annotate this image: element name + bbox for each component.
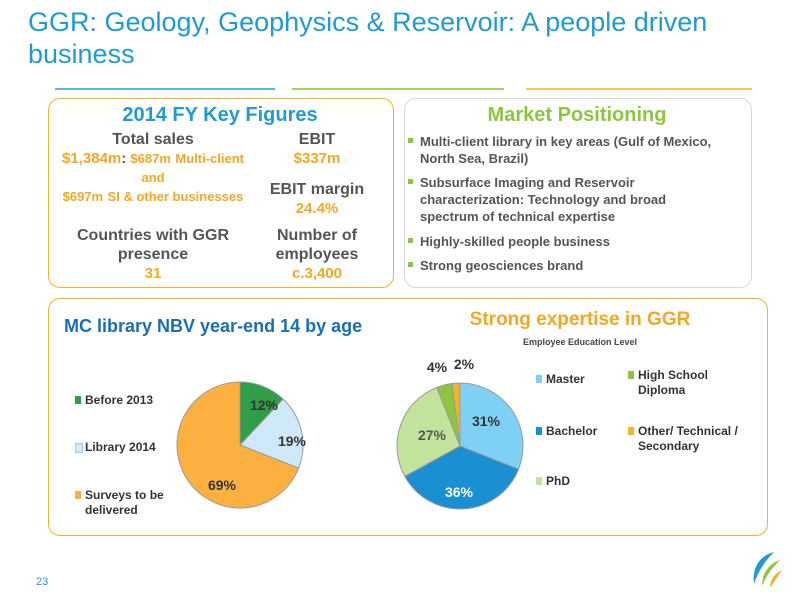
title-rule-orange [526, 88, 752, 90]
bullet-square-icon [408, 262, 413, 267]
bullet-square-icon [408, 138, 413, 143]
total-sales-detail: $1,384m: $687m Multi-client and [62, 150, 244, 185]
si-value: $697m [62, 189, 104, 204]
employees-block: Number of employees c.3,400 [252, 226, 382, 283]
bullet-square-icon [408, 179, 413, 184]
ebit-label: EBIT [298, 131, 336, 148]
legend-swatch [628, 371, 634, 379]
market-positioning-panel [404, 98, 752, 288]
title-rule-blue [55, 88, 275, 90]
pie-label-phd: 27% [418, 427, 447, 443]
legend-swatch [536, 427, 542, 435]
legend-swatch [536, 375, 542, 383]
pie-label-high-school: 4% [427, 359, 448, 375]
key-figures-panel [48, 98, 394, 288]
total-sales-label: Total sales [112, 131, 194, 148]
mc-library-title: MC library NBV year-end 14 by age [64, 316, 363, 336]
expertise-subtitle: Employee Education Level [522, 337, 638, 347]
ebit-margin-block: EBIT margin 24.4% [252, 180, 382, 218]
countries-value: 31 [144, 265, 162, 282]
employees-value: c.3,400 [291, 265, 343, 282]
market-positioning-title: Market Positioning [487, 104, 667, 126]
pie-slice-surveys [176, 381, 300, 509]
ebit-margin-label: EBIT margin [269, 181, 365, 198]
market-bullet: Strong geosciences brand [408, 257, 720, 274]
key-figures-title: 2014 FY Key Figures [122, 104, 318, 126]
ebit-margin-value: 24.4% [295, 200, 339, 217]
pie-label-other: 2% [454, 356, 475, 372]
pie-slice-phd [396, 386, 461, 478]
total-sales-value: $1,384m [62, 150, 122, 167]
pie-label-bachelor: 36% [445, 484, 474, 500]
mc-text: Multi-client and [141, 151, 244, 185]
expertise-title: Strong expertise in GGR [469, 309, 691, 330]
legend-swatch [536, 477, 542, 485]
bullet-square-icon [408, 238, 413, 243]
legend-item-surveys: Surveys to be delivered [75, 488, 180, 518]
pie-label-surveys: 69% [208, 477, 237, 493]
market-bullet: Subsurface Imaging and Reservoir charact… [408, 174, 720, 225]
ebit-block: EBIT $337m [252, 130, 382, 168]
si-detail: $697m SI & other businesses [58, 187, 248, 206]
countries-block: Countries with GGR presence 31 [58, 226, 248, 283]
pie-slice-bachelor [404, 445, 520, 510]
pie-label-library-2014: 19% [278, 433, 307, 449]
mc-value: $687m [130, 151, 171, 166]
total-sales-block: Total sales $1,384m: $687m Multi-client … [58, 130, 248, 206]
company-logo-icon [753, 552, 782, 588]
si-text: SI & other businesses [107, 189, 244, 204]
title-rule-green [292, 88, 504, 90]
page-number: 23 [36, 576, 49, 588]
employees-label: Number of employees [275, 227, 359, 263]
market-bullet: Multi-client library in key areas (Gulf … [408, 133, 720, 167]
legend-swatch [75, 396, 81, 404]
legend-item-phd: PhD [536, 474, 570, 489]
legend-item-high-school: High School Diploma [628, 368, 728, 398]
market-bullet: Highly-skilled people business [408, 233, 720, 250]
legend-item-bachelor: Bachelor [536, 424, 597, 439]
legend-swatch [628, 427, 634, 435]
legend-item-before-2013: Before 2013 [75, 393, 153, 408]
pie-slice-master [459, 382, 524, 470]
slide-title: GGR: Geology, Geophysics & Reservoir: A … [28, 7, 708, 69]
countries-label: Countries with GGR presence [77, 227, 229, 263]
legend-item-library-2014: Library 2014 [75, 440, 156, 455]
pie-label-master: 31% [472, 413, 501, 429]
ebit-value: $337m [293, 150, 341, 167]
legend-swatch [75, 443, 83, 453]
pie-slice-other [451, 382, 461, 447]
legend-swatch [75, 491, 81, 499]
legend-item-other: Other/ Technical / Secondary [628, 424, 748, 454]
legend-item-master: Master [536, 372, 585, 387]
pie-label-before-2013: 12% [250, 397, 279, 413]
